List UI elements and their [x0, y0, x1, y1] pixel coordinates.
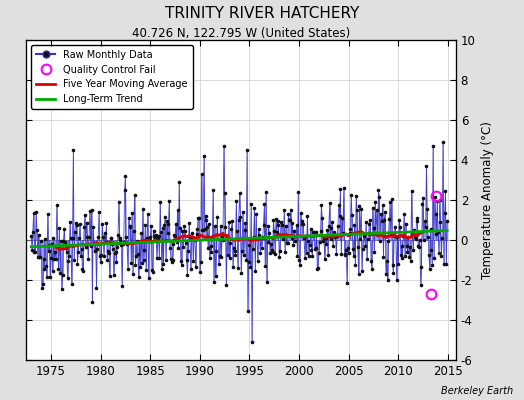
- Text: Berkeley Earth: Berkeley Earth: [441, 386, 514, 396]
- Text: TRINITY RIVER HATCHERY: TRINITY RIVER HATCHERY: [165, 6, 359, 21]
- Legend: Raw Monthly Data, Quality Control Fail, Five Year Moving Average, Long-Term Tren: Raw Monthly Data, Quality Control Fail, …: [31, 45, 192, 109]
- Title: 40.726 N, 122.795 W (United States): 40.726 N, 122.795 W (United States): [132, 27, 350, 40]
- Y-axis label: Temperature Anomaly (°C): Temperature Anomaly (°C): [481, 121, 494, 279]
